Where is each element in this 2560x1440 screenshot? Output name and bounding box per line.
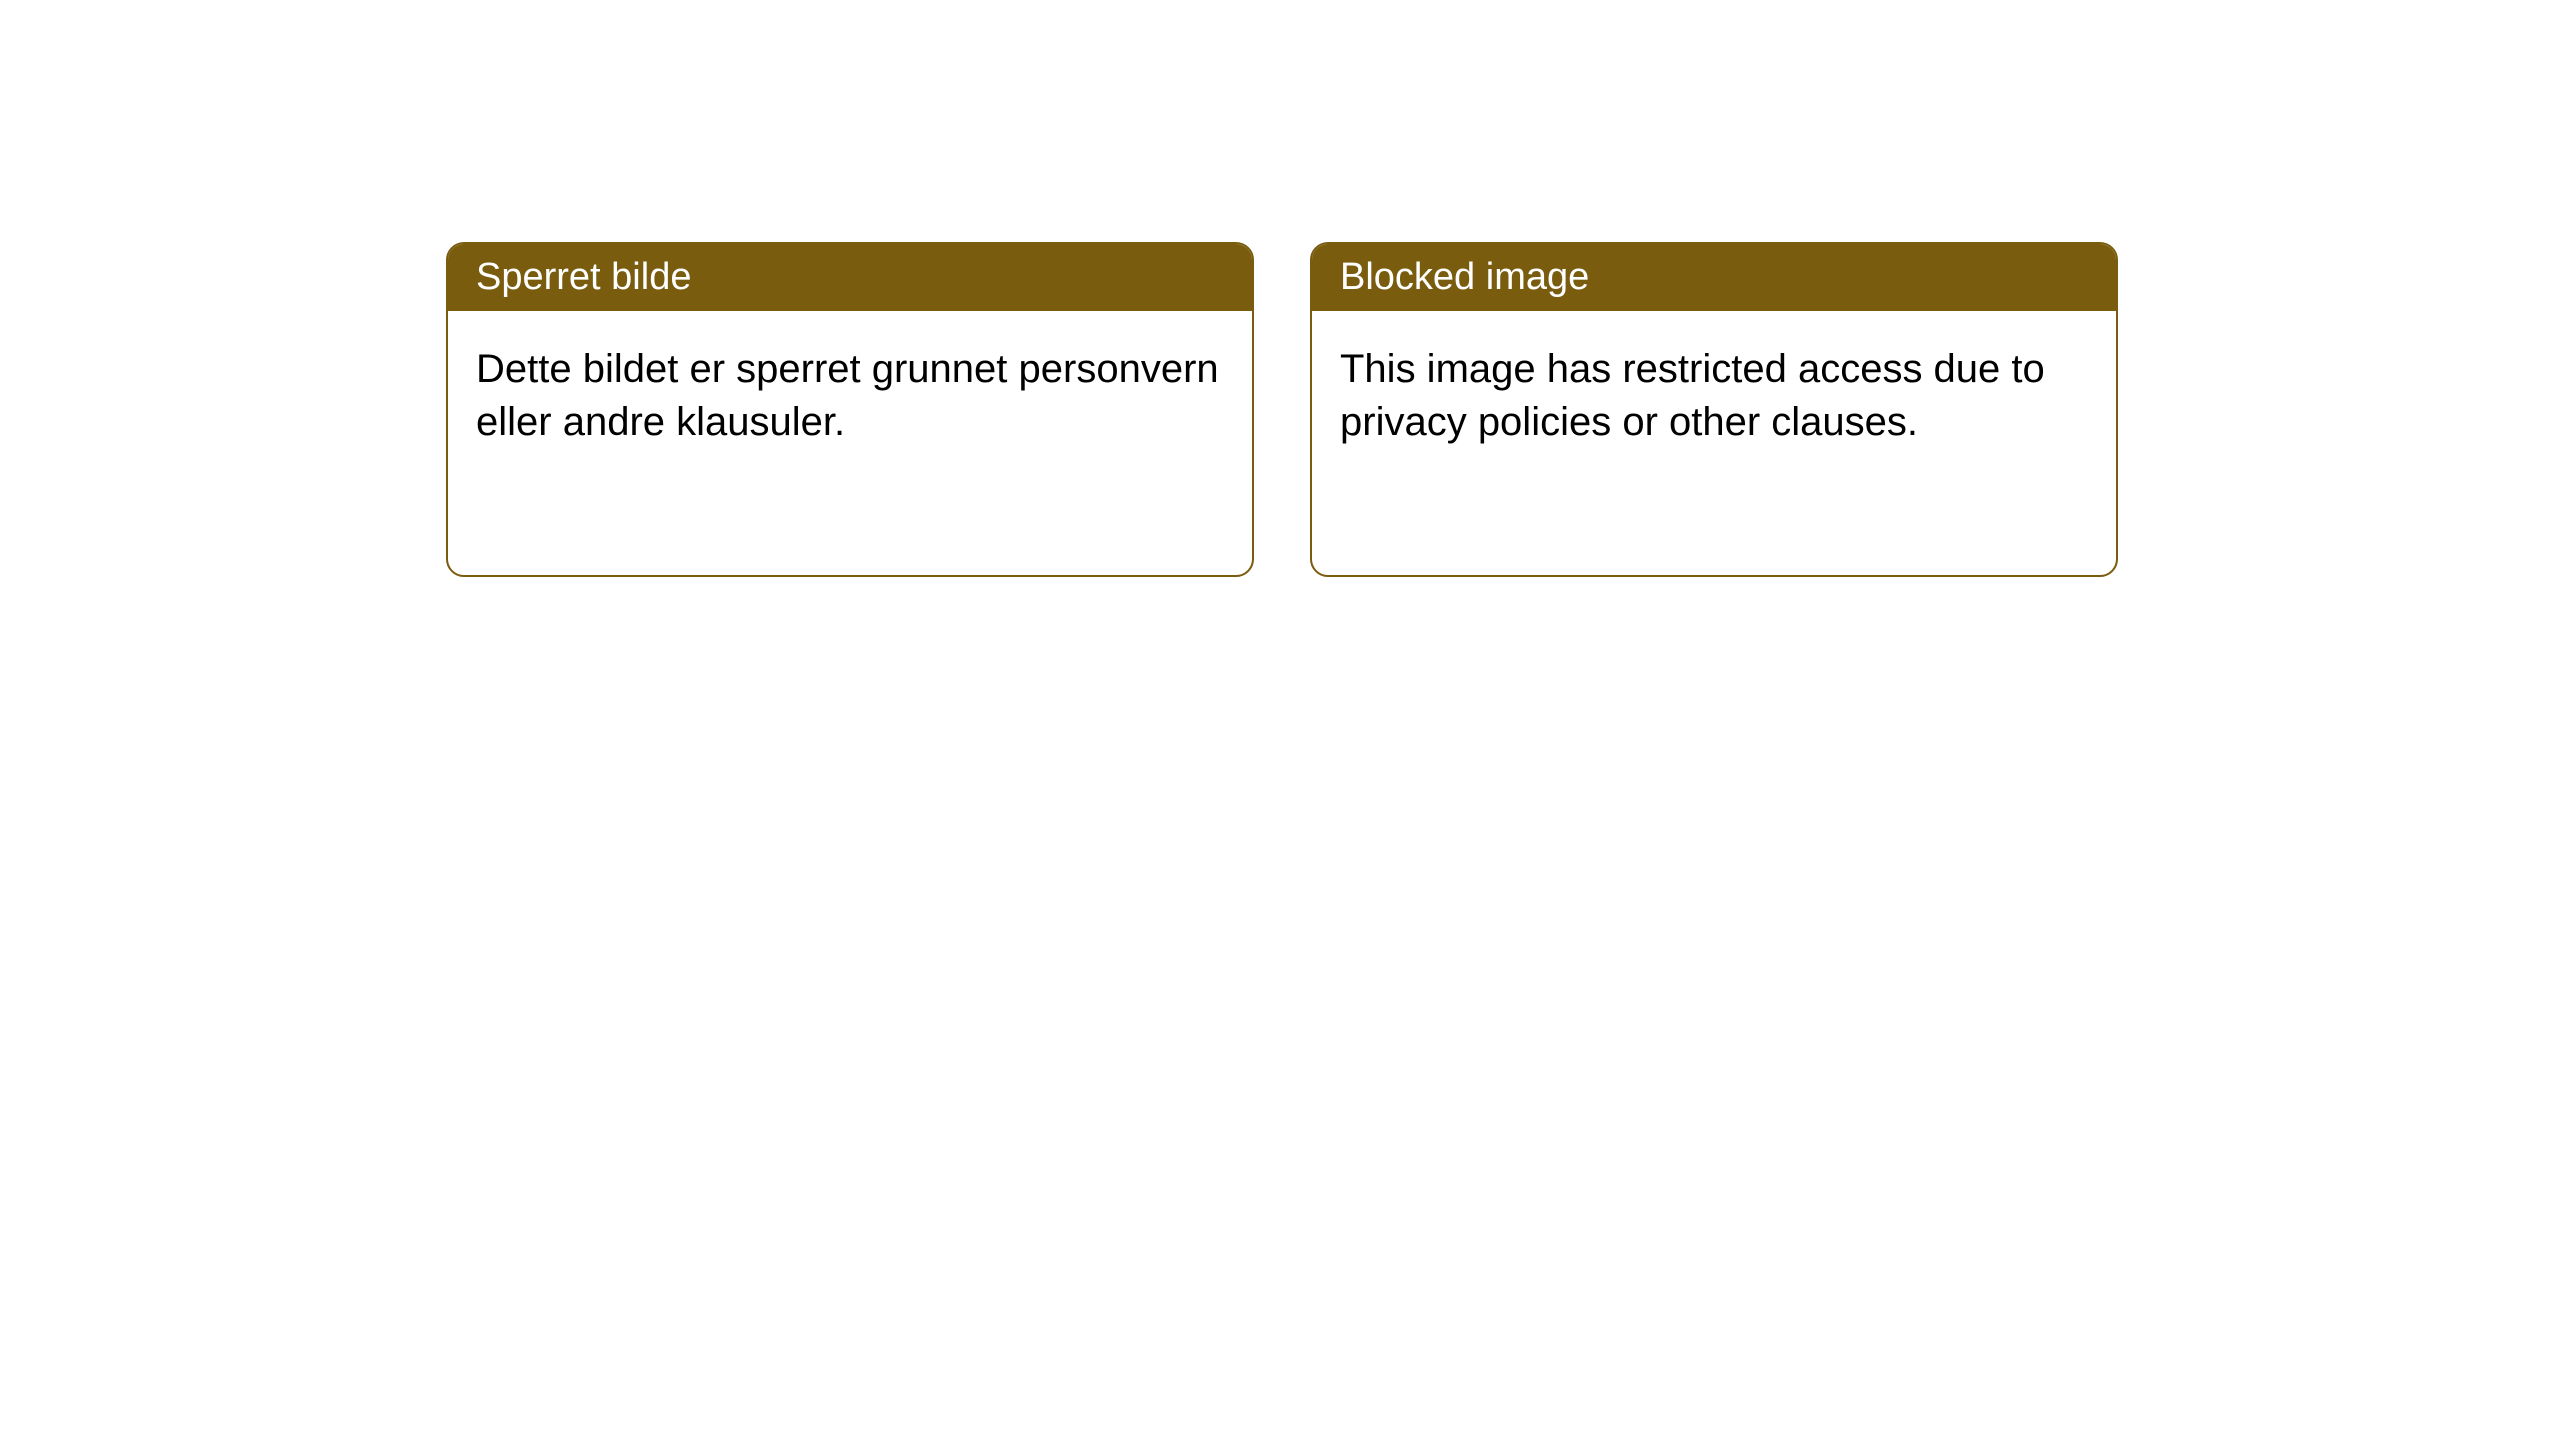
- card-body-text: Dette bildet er sperret grunnet personve…: [476, 347, 1219, 444]
- card-title: Sperret bilde: [476, 256, 691, 298]
- card-header: Sperret bilde: [448, 244, 1252, 311]
- card-header: Blocked image: [1312, 244, 2116, 311]
- notice-card-english: Blocked image This image has restricted …: [1310, 242, 2118, 577]
- card-body: This image has restricted access due to …: [1312, 311, 2116, 481]
- card-title: Blocked image: [1340, 256, 1589, 298]
- notice-card-norwegian: Sperret bilde Dette bildet er sperret gr…: [446, 242, 1254, 577]
- card-body-text: This image has restricted access due to …: [1340, 347, 2045, 444]
- notice-cards-container: Sperret bilde Dette bildet er sperret gr…: [446, 242, 2118, 577]
- card-body: Dette bildet er sperret grunnet personve…: [448, 311, 1252, 481]
